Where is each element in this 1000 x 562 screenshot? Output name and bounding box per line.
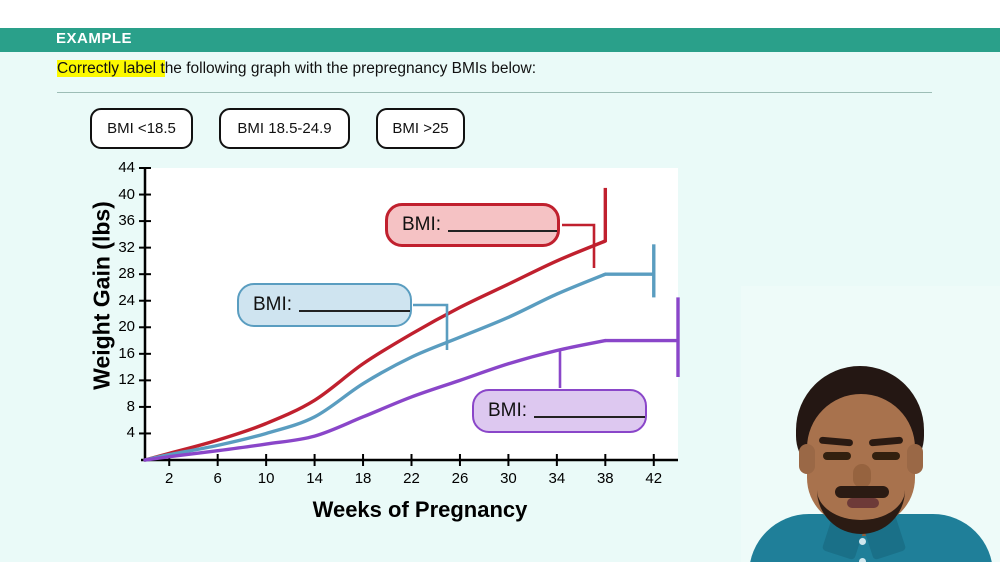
- y-tick-label: 40: [118, 185, 135, 203]
- y-tick-label: 20: [118, 318, 135, 336]
- callout-red[interactable]: BMI:: [385, 203, 560, 247]
- x-tick-label: 42: [645, 470, 663, 487]
- x-tick-label: 22: [403, 470, 420, 487]
- callout-blue-blank[interactable]: [299, 298, 410, 312]
- x-tick-label: 26: [451, 470, 469, 487]
- x-tick-label: 6: [213, 470, 222, 487]
- curve-overweight-purple: [143, 338, 608, 462]
- bmi-option-normal-label: BMI 18.5-24.9: [237, 120, 332, 137]
- banner-label: EXAMPLE: [56, 30, 133, 47]
- x-tick-label: 10: [257, 470, 275, 487]
- example-banner: [0, 28, 1000, 52]
- x-tick-label: 38: [596, 470, 614, 487]
- x-axis-title: Weeks of Pregnancy: [312, 497, 528, 522]
- x-tick-label: 14: [306, 470, 323, 487]
- bmi-option-normal[interactable]: BMI 18.5-24.9: [219, 108, 350, 149]
- person-shirt-button-1: [859, 538, 866, 545]
- callout-blue-label: BMI:: [253, 294, 293, 315]
- y-tick-label: 24: [118, 291, 135, 309]
- x-tick-label: 18: [354, 470, 372, 487]
- bmi-option-overweight[interactable]: BMI >25: [376, 108, 465, 149]
- y-tick-label: 16: [118, 344, 135, 362]
- x-tick-label: 2: [165, 470, 174, 487]
- bmi-option-overweight-label: BMI >25: [392, 120, 449, 137]
- y-tick-label: 4: [126, 424, 135, 442]
- prompt-rest: he following graph with the prepregnancy…: [164, 60, 537, 77]
- callout-purple[interactable]: BMI:: [472, 389, 647, 433]
- person-eye-left: [823, 452, 851, 460]
- y-tick-label: 8: [126, 397, 135, 415]
- prompt-highlighted: Correctly label t: [57, 60, 165, 77]
- instructor-video-overlay: [741, 286, 1000, 562]
- person-ear-right: [907, 444, 923, 474]
- person-shirt-button-2: [859, 558, 866, 562]
- callout-purple-blank[interactable]: [534, 404, 645, 418]
- y-tick-label: 32: [118, 238, 135, 256]
- chart-plot: [139, 167, 680, 466]
- callout-blue[interactable]: BMI:: [237, 283, 412, 327]
- prompt-text: Correctly label the following graph with…: [57, 60, 536, 78]
- y-tick-label: 36: [118, 212, 135, 230]
- x-tick-label: 30: [500, 470, 517, 487]
- person-ear-left: [799, 444, 815, 474]
- person-nose: [853, 464, 871, 488]
- curve-underweight-red: [143, 239, 608, 462]
- curve-normal-blue: [143, 272, 608, 462]
- y-tick-label: 12: [118, 371, 135, 389]
- y-tick-label: 44: [118, 159, 135, 176]
- bmi-option-underweight[interactable]: BMI <18.5: [90, 108, 193, 149]
- callout-purple-label: BMI:: [488, 400, 528, 421]
- x-tick-label: 34: [548, 470, 566, 487]
- horizontal-rule: [57, 92, 932, 93]
- bmi-option-underweight-label: BMI <18.5: [107, 120, 176, 137]
- callout-red-label: BMI:: [402, 214, 442, 235]
- callout-red-blank[interactable]: [448, 218, 557, 232]
- person-mouth: [847, 498, 879, 508]
- person-eye-right: [872, 452, 900, 460]
- y-tick-label: 28: [118, 265, 135, 283]
- person-moustache: [835, 486, 889, 498]
- top-white-strip: [0, 0, 1000, 28]
